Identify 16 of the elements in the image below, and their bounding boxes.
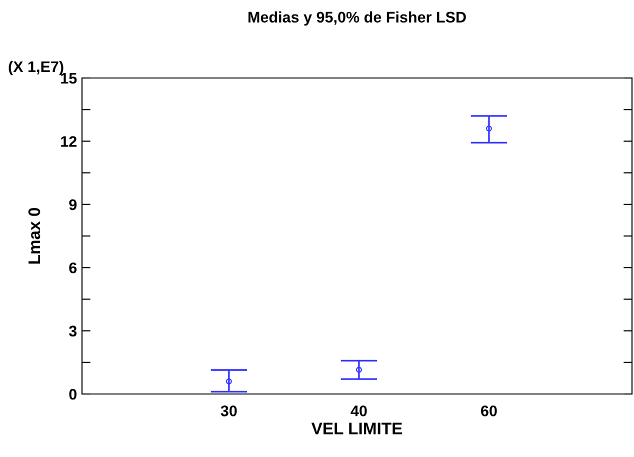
x-tick-label: 60 <box>481 406 497 416</box>
point <box>356 366 362 373</box>
chart-title: Medias y 95,0% de Fisher LSD <box>248 11 466 26</box>
y-tick-label: 6 <box>69 262 77 274</box>
x-tick-label: 30 <box>220 406 237 416</box>
y-tick-label: 12 <box>61 136 77 147</box>
text: (X 1,E7) <box>8 60 64 76</box>
point <box>226 378 232 384</box>
y-tick-label: 3 <box>68 326 77 337</box>
x-axis-title: VEL LIMITE <box>311 422 402 434</box>
point <box>486 126 492 132</box>
y-tick-label: 9 <box>69 199 77 210</box>
y-axis-title: Lmax 0 <box>28 208 40 264</box>
x-tick-label: 40 <box>350 406 367 416</box>
y-tick-label: 0 <box>69 388 77 400</box>
y-tick-label: 15 <box>61 73 77 84</box>
